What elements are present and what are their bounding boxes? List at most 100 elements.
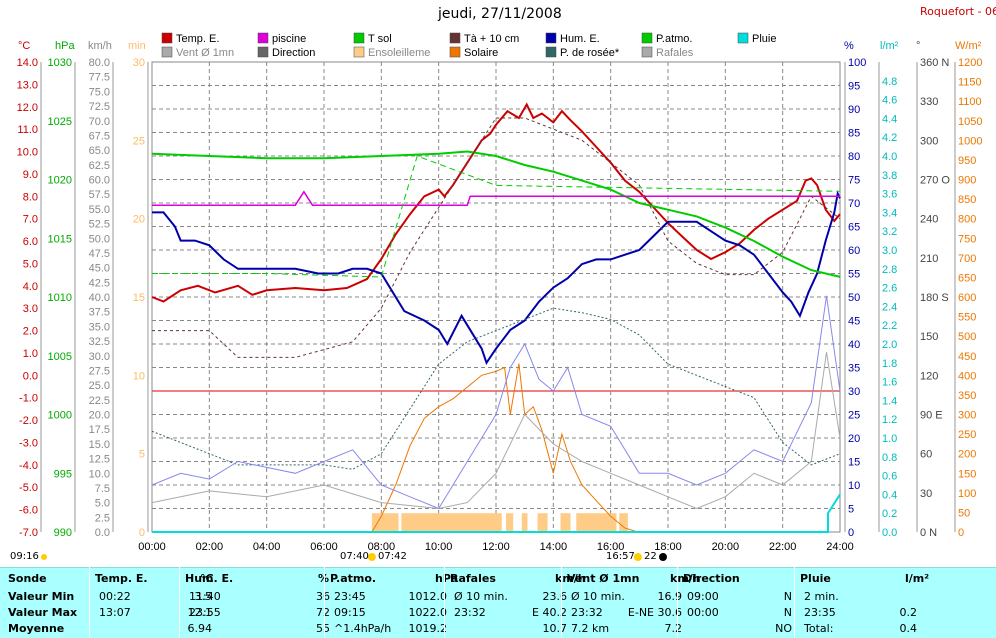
legend-label: Rafales <box>656 47 694 59</box>
legend-swatch <box>545 46 557 58</box>
y-tick-humidity: 60 <box>848 245 860 257</box>
legend-label: Ensoleilleme <box>368 47 430 59</box>
x-tick-label: 00:00 <box>138 541 166 553</box>
y-tick-solar: 700 <box>958 253 976 265</box>
y-tick-rain: 2.6 <box>882 283 897 295</box>
y-tick-wind: 52.5 <box>89 219 110 231</box>
table-value: 1022.0 <box>408 606 448 619</box>
y-tick-solar: 600 <box>958 292 976 304</box>
table-header: Vent Ø 1mn <box>567 572 640 585</box>
y-tick-humidity: 85 <box>848 128 860 140</box>
x-tick-label: 12:00 <box>482 541 510 553</box>
y-unit-temp: °C <box>18 40 30 52</box>
y-tick-humidity: 45 <box>848 316 860 328</box>
table-value: 23.6 <box>542 590 568 603</box>
legend-swatch <box>353 46 365 58</box>
y-tick-temp: 4.0 <box>23 281 38 293</box>
y-tick-rain: 3.2 <box>882 226 897 238</box>
y-tick-rain: 0.2 <box>882 508 897 520</box>
y-unit-sunshine: min <box>128 40 146 52</box>
table-header: P.atmo. <box>330 572 377 585</box>
y-tick-direction: 60 <box>920 449 932 461</box>
table-value: 6.94 <box>187 622 213 635</box>
y-tick-humidity: 25 <box>848 410 860 422</box>
y-tick-rain: 0.6 <box>882 471 897 483</box>
table-value: 12.1 <box>187 606 213 619</box>
y-tick-wind: 65.0 <box>89 145 110 157</box>
y-tick-wind: 15.0 <box>89 439 110 451</box>
y-tick-pressure: 1030 <box>48 57 72 69</box>
table-separator <box>179 567 180 637</box>
legend-swatch <box>257 46 269 58</box>
y-tick-wind: 75.0 <box>89 86 110 98</box>
table-separator <box>561 567 562 637</box>
x-tick-label: 24:00 <box>826 541 854 553</box>
table-value: 10.7 <box>542 622 568 635</box>
series-p-de-ros-e- <box>151 307 841 470</box>
table-value: 7.2 <box>664 622 683 635</box>
y-tick-solar: 1050 <box>958 116 982 128</box>
table-row-label: Valeur Max <box>8 606 78 619</box>
y-tick-temp: -4.0 <box>19 460 38 472</box>
y-tick-rain: 4.0 <box>882 151 897 163</box>
y-tick-solar: 300 <box>958 410 976 422</box>
y-tick-solar: 750 <box>958 233 976 245</box>
legend-label: Vent Ø 1mn <box>176 47 234 59</box>
y-tick-wind: 47.5 <box>89 248 110 260</box>
y-tick-rain: 2.0 <box>882 339 897 351</box>
y-tick-sunshine: 30 <box>133 57 145 69</box>
series-p-atmo- <box>152 155 841 278</box>
y-tick-humidity: 0 <box>848 527 854 539</box>
y-tick-solar: 900 <box>958 175 976 187</box>
table-cell: 11:40 <box>189 590 221 603</box>
y-tick-wind: 55.0 <box>89 204 110 216</box>
y-tick-pressure: 990 <box>54 527 72 539</box>
table-header: Hum. E. <box>185 572 234 585</box>
y-unit-rain: l/m² <box>880 40 899 52</box>
y-tick-wind: 42.5 <box>89 277 110 289</box>
y-tick-humidity: 80 <box>848 151 860 163</box>
y-tick-solar: 350 <box>958 390 976 402</box>
y-unit-pressure: hPa <box>55 40 75 52</box>
sunshine-bar <box>619 513 628 532</box>
y-tick-temp: 8.0 <box>23 191 38 203</box>
y-tick-humidity: 90 <box>848 104 860 116</box>
sunshine-bar <box>537 513 548 532</box>
y-tick-solar: 800 <box>958 214 976 226</box>
y-tick-wind: 40.0 <box>89 292 110 304</box>
grid-layer <box>151 61 841 533</box>
summary-table: Sonde Valeur Min Valeur Max Moyenne Temp. E.… <box>0 567 996 638</box>
y-tick-rain: 4.4 <box>882 113 897 125</box>
y-tick-rain: 3.8 <box>882 170 897 182</box>
chart-title: jeudi, 27/11/2008 <box>438 6 562 22</box>
y-tick-solar: 1100 <box>958 96 982 108</box>
y-tick-wind: 0.0 <box>95 527 110 539</box>
table-row-label: Valeur Min <box>8 590 75 603</box>
y-tick-humidity: 70 <box>848 198 860 210</box>
table-header: Rafales <box>450 572 496 585</box>
y-tick-temp: -7.0 <box>19 527 38 539</box>
y-tick-humidity: 100 <box>848 57 866 69</box>
y-tick-wind: 10.0 <box>89 468 110 480</box>
y-tick-rain: 4.8 <box>882 76 897 88</box>
y-tick-rain: 1.6 <box>882 377 897 389</box>
table-value: E-NE 30.6 <box>627 606 682 619</box>
y-tick-solar: 950 <box>958 155 976 167</box>
y-tick-sunshine: 0 <box>139 527 145 539</box>
y-tick-rain: 2.4 <box>882 301 897 313</box>
y-tick-solar: 550 <box>958 312 976 324</box>
y-tick-temp: -6.0 <box>19 505 38 517</box>
y-unit-humidity: % <box>844 40 854 52</box>
marker-sunrise2: 07:42 <box>378 551 407 562</box>
table-separator <box>89 567 90 637</box>
legend-label: Temp. E. <box>176 33 219 45</box>
sunshine-bar <box>521 513 528 532</box>
y-tick-humidity: 75 <box>848 175 860 187</box>
sunshine-bar <box>506 513 514 532</box>
y-tick-temp: -2.0 <box>19 415 38 427</box>
table-header: Direction <box>683 572 740 585</box>
y-tick-rain: 2.2 <box>882 320 897 332</box>
y-tick-direction: 210 <box>920 253 938 265</box>
y-tick-solar: 400 <box>958 370 976 382</box>
series-t-10-cm <box>152 117 841 358</box>
